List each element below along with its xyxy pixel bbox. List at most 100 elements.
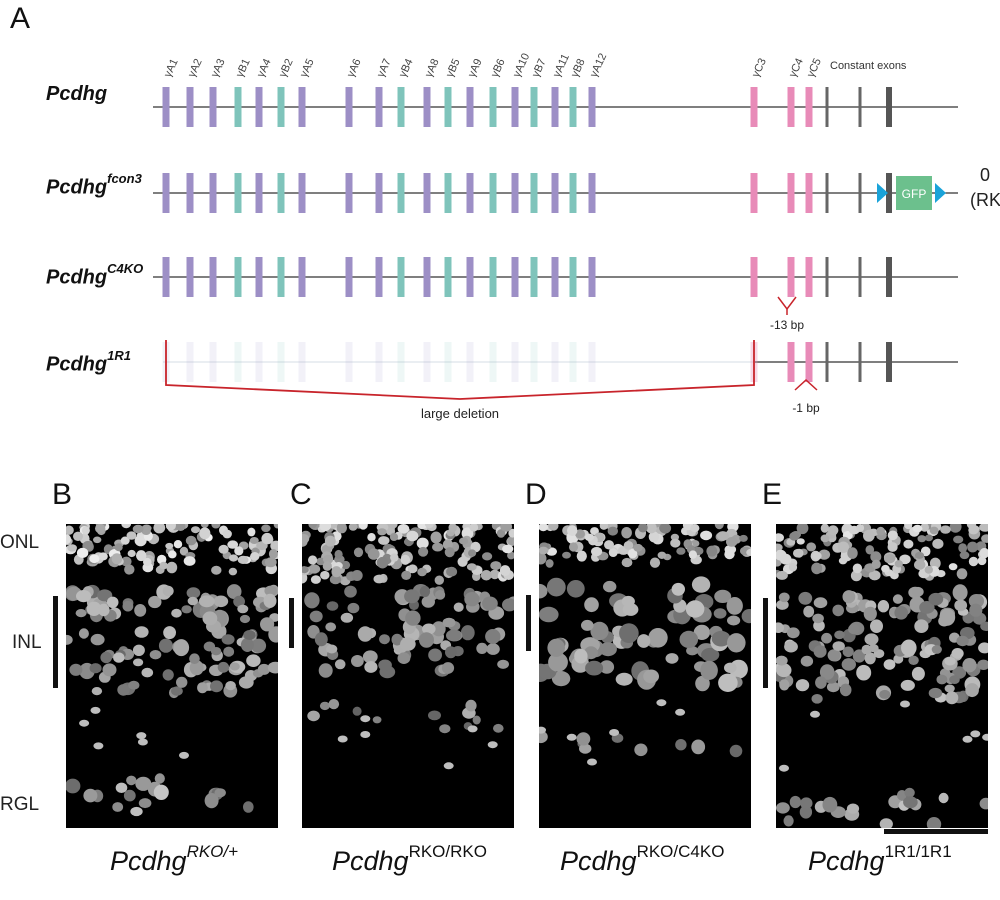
nucleus bbox=[453, 602, 464, 612]
exon-gamma-b8 bbox=[569, 342, 577, 382]
nucleus bbox=[136, 550, 147, 562]
constant-exon bbox=[858, 257, 862, 297]
nucleus bbox=[250, 552, 260, 561]
exon-gamma-b6 bbox=[489, 257, 497, 297]
nucleus bbox=[162, 585, 174, 597]
nucleus bbox=[806, 542, 817, 552]
exon-gamma-a8 bbox=[423, 257, 431, 297]
nucleus bbox=[485, 629, 501, 644]
micrograph-e bbox=[776, 524, 988, 828]
nucleus bbox=[919, 601, 935, 614]
nucleus bbox=[876, 526, 885, 536]
nucleus bbox=[675, 708, 686, 716]
panel-d-letter: D bbox=[525, 478, 547, 511]
nucleus bbox=[334, 659, 346, 670]
nucleus bbox=[406, 530, 419, 542]
nucleus bbox=[165, 524, 176, 531]
nucleus bbox=[133, 658, 144, 667]
nucleus bbox=[141, 527, 151, 535]
exon-gamma-a10 bbox=[511, 173, 519, 213]
nucleus bbox=[430, 531, 442, 544]
nucleus bbox=[502, 598, 514, 612]
nucleus bbox=[945, 691, 959, 705]
nucleus bbox=[638, 524, 648, 533]
nucleus bbox=[776, 663, 792, 678]
exon-header-label: γB6 bbox=[489, 57, 508, 79]
layer-label-inl: INL bbox=[12, 632, 42, 653]
nucleus bbox=[820, 534, 830, 543]
nucleus bbox=[539, 730, 548, 744]
exon-header-label: γB7 bbox=[530, 57, 549, 79]
nucleus bbox=[124, 564, 135, 575]
nucleus bbox=[117, 684, 130, 696]
nucleus bbox=[776, 570, 788, 580]
nucleus bbox=[134, 534, 147, 547]
nucleus bbox=[239, 614, 251, 624]
nucleus bbox=[442, 539, 453, 550]
nucleus bbox=[727, 615, 741, 626]
nucleus bbox=[134, 604, 147, 617]
nucleus bbox=[390, 553, 399, 562]
layer-label-rgl: RGL bbox=[0, 794, 40, 815]
nucleus bbox=[391, 633, 403, 646]
nucleus bbox=[847, 547, 858, 559]
nucleus bbox=[373, 574, 385, 584]
nucleus bbox=[977, 659, 988, 670]
nucleus bbox=[917, 535, 927, 543]
nucleus bbox=[217, 661, 230, 673]
nucleus bbox=[264, 585, 277, 596]
nucleus bbox=[953, 535, 964, 544]
nucleus bbox=[98, 552, 108, 561]
exon-gamma-a2 bbox=[186, 257, 194, 297]
nucleus bbox=[690, 524, 700, 533]
nucleus bbox=[884, 554, 896, 564]
nucleus bbox=[969, 603, 983, 617]
nucleus bbox=[776, 599, 789, 610]
nucleus bbox=[469, 524, 479, 532]
nucleus bbox=[123, 789, 136, 802]
nucleus bbox=[908, 655, 919, 665]
side-text-top: 0 bbox=[980, 165, 991, 185]
nucleus bbox=[789, 531, 800, 541]
nucleus bbox=[337, 735, 348, 743]
nucleus bbox=[949, 524, 962, 533]
nucleus bbox=[397, 524, 410, 534]
nucleus bbox=[416, 537, 429, 549]
c4ko-mutation-label: -13 bp bbox=[770, 318, 804, 332]
nucleus bbox=[185, 535, 197, 546]
nucleus bbox=[261, 524, 271, 533]
nucleus bbox=[308, 524, 317, 529]
nucleus bbox=[482, 552, 493, 561]
deletion-label: large deletion bbox=[421, 406, 499, 421]
nucleus bbox=[73, 531, 83, 541]
nucleus bbox=[260, 617, 275, 632]
nucleus bbox=[848, 624, 860, 635]
nucleus bbox=[920, 524, 929, 532]
nucleus bbox=[397, 652, 411, 664]
nucleus bbox=[865, 545, 875, 555]
constant-exons-label: Constant exons bbox=[830, 60, 907, 72]
nucleus bbox=[881, 564, 890, 573]
nucleus bbox=[424, 524, 434, 529]
nucleus bbox=[223, 646, 235, 657]
exon-header-label: γA4 bbox=[255, 57, 274, 79]
nucleus bbox=[619, 623, 639, 643]
constant-exon bbox=[825, 257, 829, 297]
nucleus bbox=[648, 628, 668, 648]
exon-gamma-a11 bbox=[551, 173, 559, 213]
nucleus bbox=[599, 642, 617, 657]
nucleus bbox=[856, 664, 872, 681]
nucleus bbox=[309, 610, 323, 623]
nucleus bbox=[257, 663, 271, 675]
exon-header-label: γB2 bbox=[277, 57, 296, 79]
nucleus bbox=[936, 674, 948, 685]
constant-exon bbox=[858, 342, 862, 382]
nucleus bbox=[464, 592, 480, 607]
nucleus bbox=[243, 630, 256, 640]
nucleus bbox=[938, 792, 949, 804]
nucleus bbox=[137, 738, 148, 746]
exon-header-label: γC4 bbox=[787, 56, 806, 79]
nucleus bbox=[218, 544, 229, 554]
exon-gamma-a11 bbox=[551, 87, 559, 127]
loxp-site-icon bbox=[877, 183, 888, 203]
